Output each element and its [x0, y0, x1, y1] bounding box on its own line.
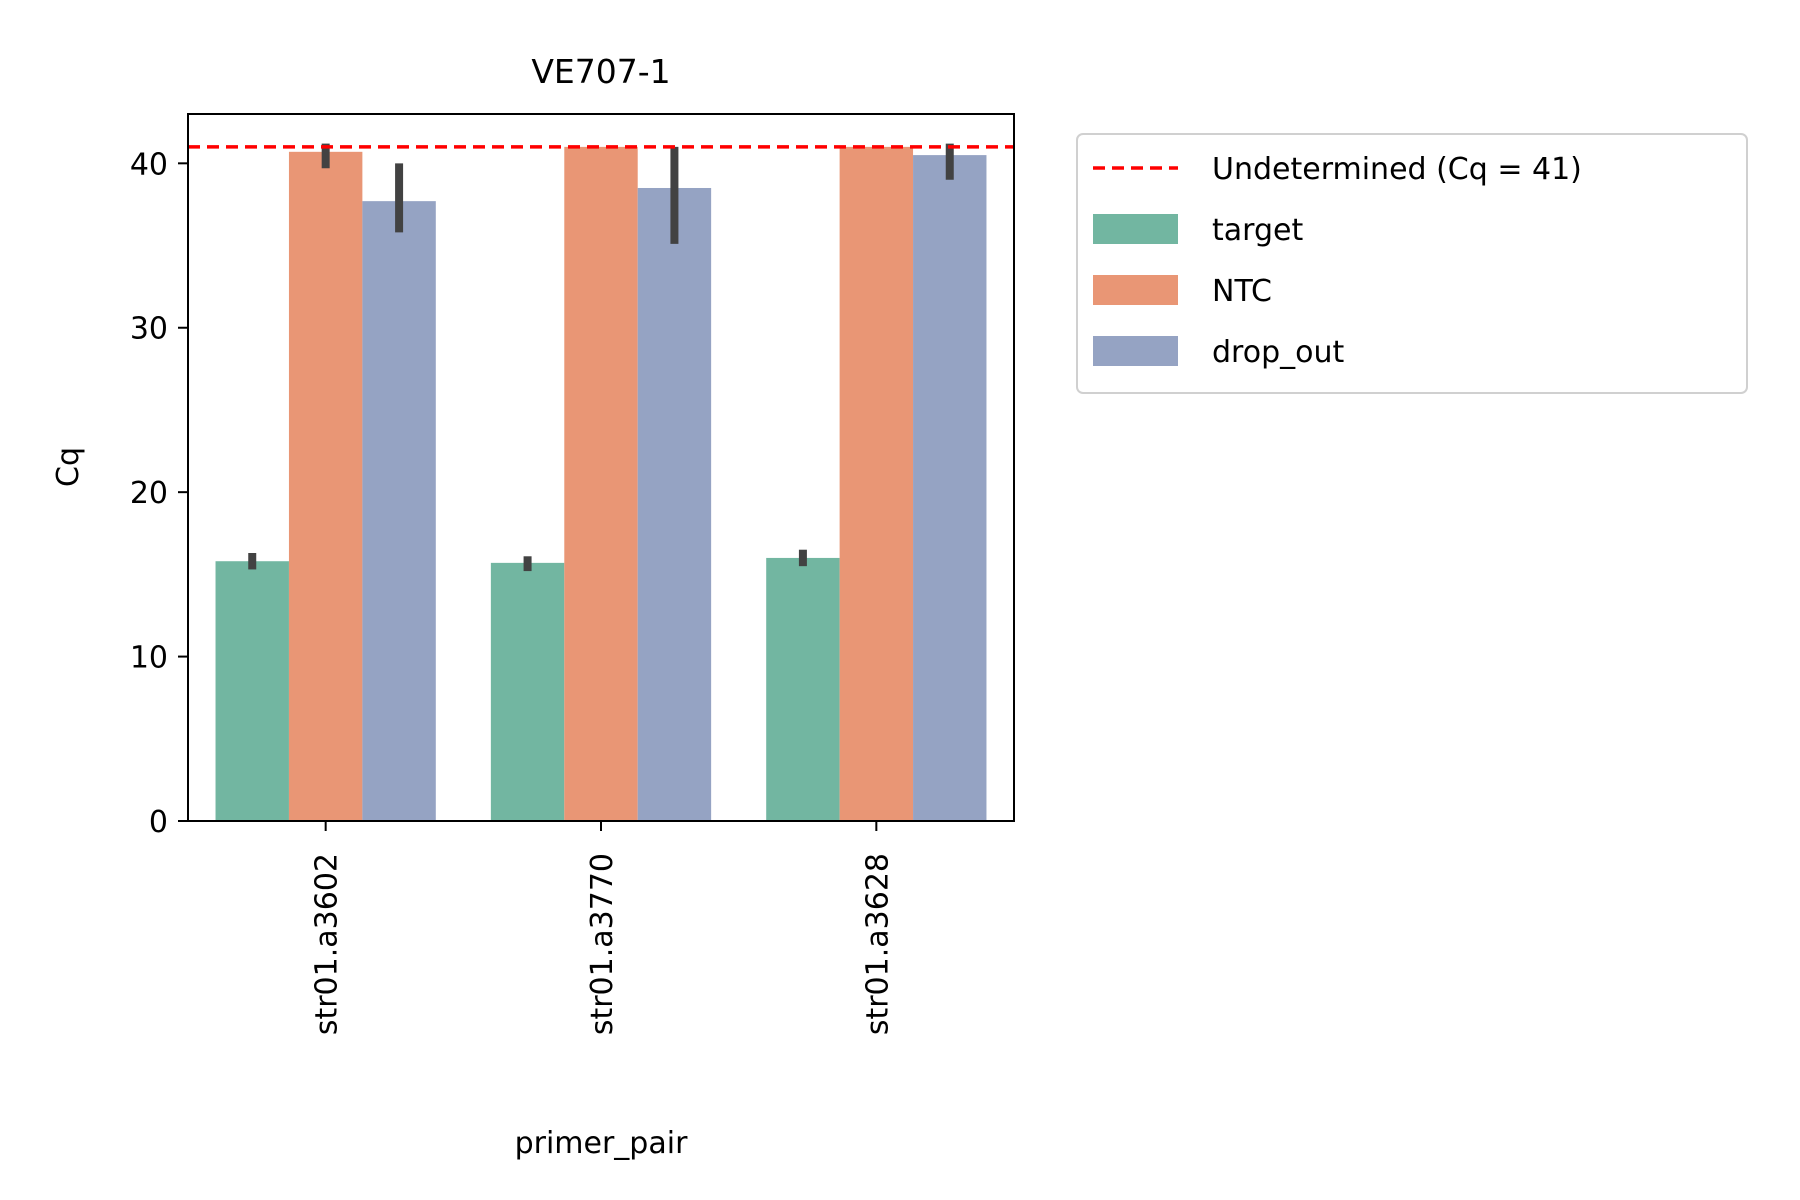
y-tick-label: 0	[149, 805, 168, 840]
y-tick-label: 20	[130, 476, 168, 511]
error-bars-layer	[248, 143, 954, 572]
legend-label: Undetermined (Cq = 41)	[1212, 152, 1582, 187]
y-axis: 0 10 20 30 40	[130, 147, 188, 840]
chart-title: VE707-1	[531, 52, 670, 91]
bar-NTC-2	[564, 146, 638, 821]
legend-label: NTC	[1212, 274, 1272, 309]
bar-drop-out-3	[913, 155, 987, 822]
bar-NTC-3	[839, 146, 914, 821]
legend-swatch-NTC	[1093, 275, 1178, 305]
x-tick-label: str01.a3628	[860, 853, 895, 1035]
x-axis: str01.a3602 str01.a3770 str01.a3628	[310, 821, 895, 1035]
bar-drop-out-1	[362, 201, 436, 822]
x-tick-label: str01.a3770	[585, 853, 620, 1035]
x-axis-label: primer_pair	[515, 1126, 688, 1161]
legend-frame	[1076, 133, 1748, 394]
bar-drop-out-2	[637, 187, 712, 821]
legend-label: target	[1212, 213, 1303, 248]
x-tick-label: str01.a3602	[310, 853, 345, 1035]
y-axis-label: Cq	[51, 447, 86, 487]
legend-swatch-drop-out	[1093, 336, 1178, 366]
bar-target-1	[215, 561, 289, 821]
bar-NTC-1	[288, 151, 363, 821]
legend-label: drop_out	[1212, 335, 1344, 370]
bars-layer	[215, 146, 987, 822]
bar-target-3	[766, 557, 840, 821]
y-tick-label: 30	[130, 312, 168, 347]
bar-target-2	[490, 562, 565, 821]
y-tick-label: 10	[130, 641, 168, 676]
legend-swatch-target	[1093, 214, 1178, 244]
y-tick-label: 40	[130, 147, 168, 182]
legend: Undetermined (Cq = 41) target NTC drop_out	[1076, 133, 1748, 394]
